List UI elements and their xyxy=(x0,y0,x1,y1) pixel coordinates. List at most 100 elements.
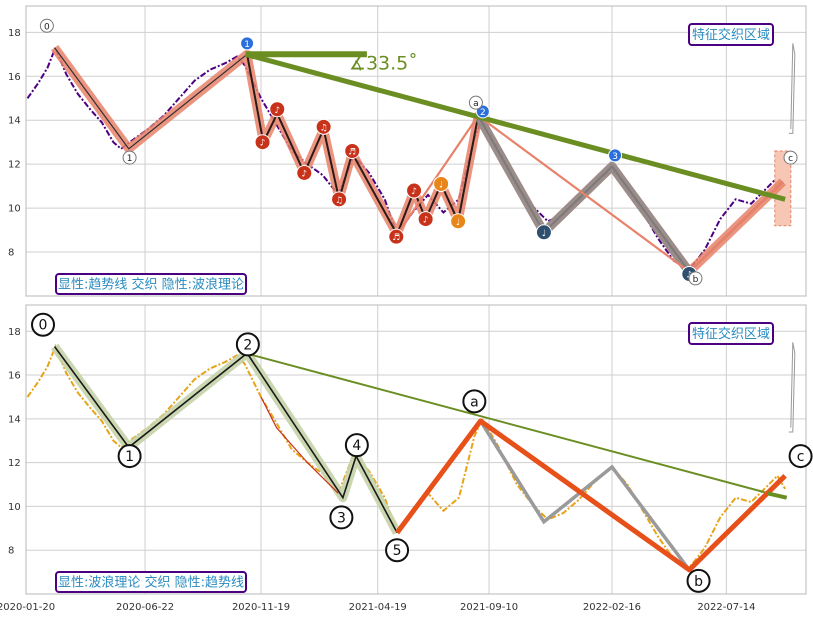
annotation-box xyxy=(55,273,247,295)
x-tick-label: 2020-11-19 xyxy=(232,602,290,613)
wave-point-label: 1 xyxy=(127,154,133,164)
y-tick-label: 10 xyxy=(8,204,21,215)
wave-marker-dot xyxy=(433,175,450,192)
wave-point-circle xyxy=(122,150,137,165)
wave-marker-dot xyxy=(535,224,552,241)
x-axis: 2020-01-20 2020-06-22 2020-11-19 2021-04-19… xyxy=(0,602,755,613)
wave-marker-label: 3 xyxy=(612,152,618,162)
wave-point-circle xyxy=(385,538,410,563)
angle-label: ∡33.5˚ xyxy=(349,53,418,75)
wave-point-label: b xyxy=(693,275,699,285)
wave-marker-dot xyxy=(450,213,467,230)
wave-marker-label: ♪ xyxy=(260,139,266,149)
wave-marker-dot xyxy=(388,228,405,245)
wave-marker-label: ♪ xyxy=(301,169,307,179)
wave-point-label: 4 xyxy=(352,438,361,454)
wave-point-circle xyxy=(468,95,483,110)
subwave-line xyxy=(260,396,339,494)
zone-label-text: 特征交织区域 xyxy=(692,326,770,342)
wave-marker-label: ♫ xyxy=(335,196,343,206)
abc-wave-line xyxy=(395,418,787,573)
wave-point-label: 0 xyxy=(44,22,50,32)
plot-frame xyxy=(25,5,807,297)
wave-marker-label: ♪ xyxy=(274,106,280,116)
zone-pointer-shape xyxy=(788,43,796,134)
annotation-text: 显性:波浪理论 交织 隐性:趋势线 xyxy=(58,575,244,591)
y-tick-label: 18 xyxy=(8,28,21,39)
zone-pointer-shape xyxy=(788,342,796,433)
wave-marker-dot xyxy=(254,134,271,151)
wave-point-label: c xyxy=(788,154,793,164)
x-tick-label: 2021-09-10 xyxy=(460,602,518,613)
wave-marker-dot xyxy=(269,101,286,118)
wave-thin-line xyxy=(54,47,248,150)
y-tick-label: 16 xyxy=(8,72,21,83)
wave-marker-dot xyxy=(240,36,255,51)
correction-band xyxy=(479,420,691,571)
abc-wave-line xyxy=(396,114,784,274)
wave-point-label: b xyxy=(694,574,703,590)
y-tick-label: 8 xyxy=(8,546,14,557)
correction-band xyxy=(474,113,693,275)
wave-point-label: 2 xyxy=(243,337,252,353)
wave-marker-dot xyxy=(417,211,434,228)
wave-marker-dot xyxy=(296,164,313,181)
y-tick-label: 8 xyxy=(8,248,14,259)
zone-label-box xyxy=(688,322,774,345)
wave-point-circle xyxy=(329,505,354,530)
annotation-text: 显性:趋势线 交织 隐性:波浪理论 xyxy=(58,277,244,293)
zone-highlight-box xyxy=(774,150,792,227)
x-tick-label: 2020-01-20 xyxy=(0,602,55,613)
wave-marker-label: ♩ xyxy=(456,218,460,228)
wave-band xyxy=(50,45,786,277)
y-tick-label: 12 xyxy=(8,160,21,171)
wave-point-circle xyxy=(39,18,54,33)
x-tick-label: 2020-06-22 xyxy=(116,602,174,613)
wave-marker-dot xyxy=(608,148,623,163)
price-series-line xyxy=(26,343,786,569)
wave-point-circle xyxy=(783,150,798,165)
wave-marker-label: ♪ xyxy=(423,216,429,226)
impulse-wave-band xyxy=(50,343,402,535)
impulse-wave-line xyxy=(53,346,398,534)
trend-line xyxy=(245,352,786,499)
trend-line xyxy=(244,51,786,202)
wave-marker-label: 1 xyxy=(244,40,250,50)
y-tick-label: 16 xyxy=(8,371,21,382)
wave-marker-dot xyxy=(331,191,348,208)
price-series-line xyxy=(26,45,786,271)
wave-point-circle xyxy=(344,433,369,458)
y-tick-label: 12 xyxy=(8,458,21,469)
wave-point-circle xyxy=(686,568,711,593)
x-tick-label: 2022-07-14 xyxy=(697,602,755,613)
zone-label-text: 特征交织区域 xyxy=(692,27,770,43)
wave-point-label: a xyxy=(473,99,479,109)
trend-tail xyxy=(766,491,788,500)
wave-point-circle xyxy=(117,444,142,469)
wave-point-circle xyxy=(788,444,813,469)
wave-point-label: c xyxy=(797,449,805,465)
wave-marker-label: ♬ xyxy=(392,233,400,243)
zone-label-box xyxy=(688,23,774,46)
annotation-box xyxy=(55,571,247,593)
wave-marker-label: ♪ xyxy=(411,187,417,197)
wave-point-circle xyxy=(688,271,703,286)
wave-point-label: a xyxy=(470,394,479,410)
y-tick-label: 18 xyxy=(8,327,21,338)
wave-marker-label: ♫ xyxy=(320,123,328,133)
x-tick-label: 2022-02-16 xyxy=(583,602,641,613)
y-tick-label: 14 xyxy=(8,116,21,127)
wave-point-label: 3 xyxy=(337,510,346,526)
wave-point-label: 5 xyxy=(393,543,402,559)
wave-point-label: 1 xyxy=(125,449,134,465)
y-tick-label: 10 xyxy=(8,502,21,513)
y-tick-label: 14 xyxy=(8,414,21,425)
wave-point-circle xyxy=(462,389,487,414)
wave-marker-dot xyxy=(406,182,423,199)
x-tick-label: 2021-04-19 xyxy=(349,602,407,613)
wave-marker-label: ♩ xyxy=(439,180,443,190)
wave-point-circle xyxy=(235,332,260,357)
